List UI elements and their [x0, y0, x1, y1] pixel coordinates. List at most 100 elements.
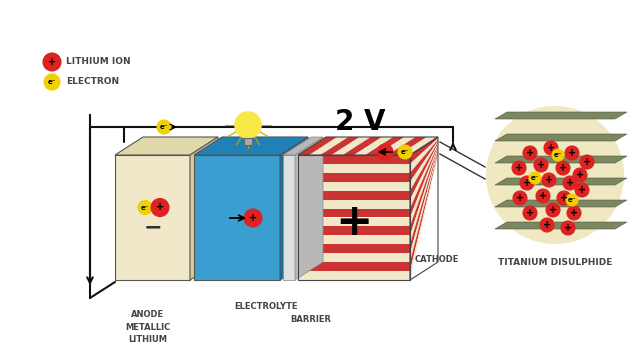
Polygon shape — [298, 182, 410, 191]
Circle shape — [557, 191, 571, 205]
Circle shape — [398, 145, 412, 159]
Circle shape — [138, 200, 152, 215]
Text: +: + — [537, 160, 545, 170]
Text: ANODE
METALLIC
LITHIUM: ANODE METALLIC LITHIUM — [125, 310, 170, 344]
Text: +: + — [48, 57, 56, 67]
Circle shape — [523, 146, 537, 160]
Circle shape — [244, 209, 262, 227]
Text: +: + — [523, 178, 531, 188]
Polygon shape — [410, 152, 438, 271]
Polygon shape — [194, 155, 280, 280]
Polygon shape — [190, 137, 218, 280]
Polygon shape — [410, 145, 438, 218]
Text: BARRIER: BARRIER — [290, 315, 331, 324]
Circle shape — [580, 155, 594, 169]
Text: +: + — [549, 205, 557, 215]
Polygon shape — [298, 262, 410, 271]
Polygon shape — [410, 137, 438, 164]
Text: e⁻: e⁻ — [48, 79, 56, 85]
Polygon shape — [298, 155, 410, 164]
Polygon shape — [495, 178, 627, 185]
Polygon shape — [365, 137, 404, 155]
Circle shape — [561, 221, 575, 235]
Text: e⁻: e⁻ — [160, 124, 168, 130]
Text: +: + — [566, 178, 574, 188]
Circle shape — [556, 161, 570, 175]
Text: e⁻: e⁻ — [554, 152, 562, 158]
Text: −: − — [143, 218, 162, 237]
Polygon shape — [410, 141, 438, 191]
Text: TITANIUM DISULPHIDE: TITANIUM DISULPHIDE — [498, 258, 612, 267]
Polygon shape — [115, 137, 218, 155]
Text: +: + — [526, 208, 534, 218]
Polygon shape — [298, 218, 410, 226]
Polygon shape — [410, 143, 438, 209]
Text: +: + — [583, 157, 591, 167]
Polygon shape — [298, 209, 410, 218]
Circle shape — [565, 146, 579, 160]
Text: +: + — [559, 163, 567, 173]
Text: +: + — [560, 193, 568, 203]
Polygon shape — [410, 142, 438, 200]
Text: +: + — [570, 208, 578, 218]
Circle shape — [151, 199, 169, 216]
Circle shape — [575, 183, 589, 197]
Text: +: + — [547, 143, 555, 153]
Circle shape — [487, 107, 623, 243]
Text: +: + — [515, 163, 523, 173]
Text: +: + — [564, 223, 572, 233]
Circle shape — [44, 74, 60, 90]
Polygon shape — [298, 173, 410, 182]
Text: +: + — [543, 220, 551, 230]
Text: e⁻: e⁻ — [140, 204, 149, 210]
Polygon shape — [387, 137, 427, 155]
Polygon shape — [410, 151, 438, 262]
Circle shape — [235, 112, 261, 138]
Circle shape — [542, 173, 556, 187]
Polygon shape — [495, 200, 627, 207]
Text: +: + — [568, 148, 576, 158]
Text: +: + — [156, 203, 164, 213]
Polygon shape — [399, 137, 438, 155]
Text: +: + — [545, 175, 553, 185]
Circle shape — [520, 176, 534, 190]
Polygon shape — [298, 164, 410, 173]
Text: CATHODE: CATHODE — [415, 256, 459, 265]
Circle shape — [546, 203, 560, 217]
Polygon shape — [495, 222, 627, 229]
Polygon shape — [495, 112, 627, 119]
Polygon shape — [283, 155, 295, 280]
Text: ELECTRON: ELECTRON — [66, 78, 119, 87]
Polygon shape — [298, 244, 410, 253]
Polygon shape — [298, 200, 410, 209]
Polygon shape — [244, 138, 252, 145]
Circle shape — [523, 206, 537, 220]
Text: 2 V: 2 V — [335, 108, 386, 136]
Circle shape — [529, 172, 541, 184]
Polygon shape — [376, 137, 416, 155]
Polygon shape — [298, 191, 410, 200]
Text: +: + — [249, 213, 257, 223]
Polygon shape — [280, 137, 308, 280]
Polygon shape — [331, 137, 371, 155]
Polygon shape — [410, 147, 438, 235]
Polygon shape — [309, 137, 348, 155]
Circle shape — [534, 158, 548, 172]
Polygon shape — [298, 235, 410, 244]
Circle shape — [536, 189, 550, 203]
Circle shape — [563, 176, 577, 190]
Text: +: + — [335, 201, 373, 244]
Polygon shape — [298, 253, 410, 262]
Polygon shape — [194, 137, 308, 155]
Polygon shape — [298, 271, 410, 280]
Polygon shape — [495, 134, 627, 141]
Circle shape — [513, 191, 527, 205]
Circle shape — [573, 168, 587, 182]
Polygon shape — [410, 138, 438, 173]
Polygon shape — [295, 137, 323, 280]
Polygon shape — [410, 146, 438, 226]
Text: LITHIUM ION: LITHIUM ION — [66, 58, 130, 67]
Polygon shape — [354, 137, 393, 155]
Polygon shape — [410, 154, 438, 280]
Circle shape — [377, 144, 393, 160]
